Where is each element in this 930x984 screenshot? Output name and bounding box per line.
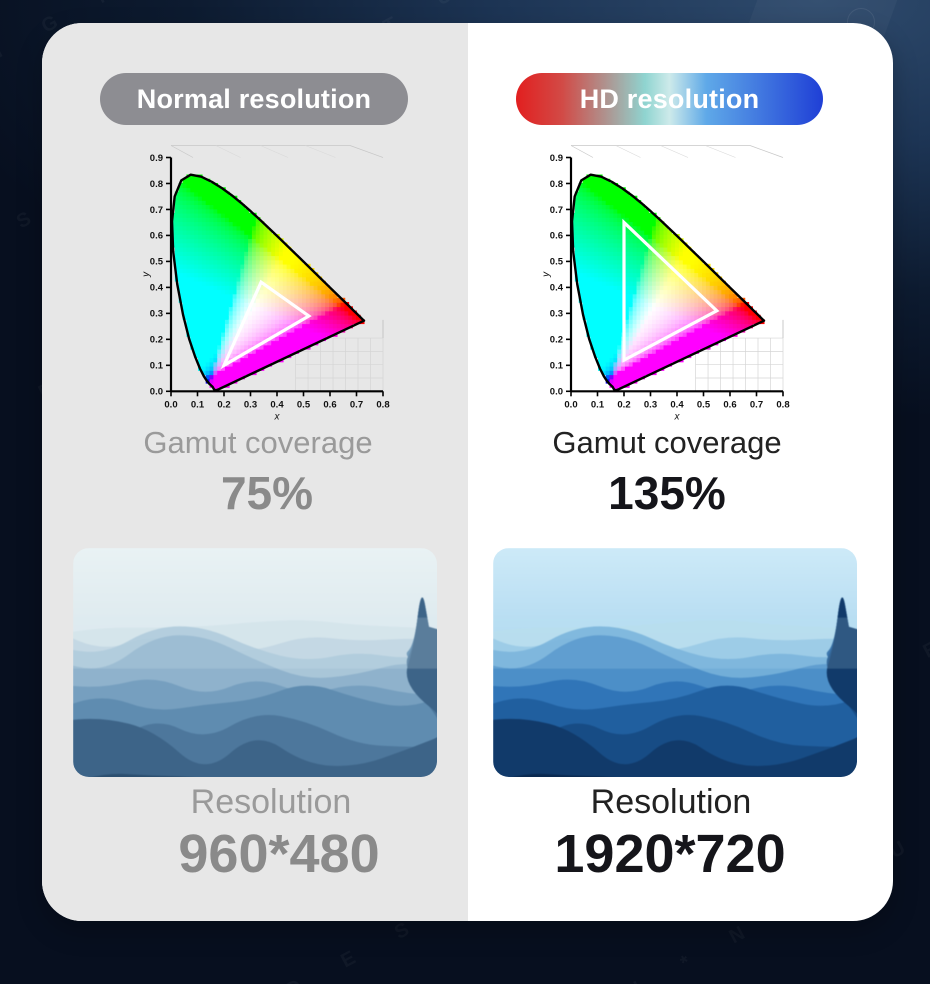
svg-text:0.8: 0.8 <box>550 179 563 190</box>
svg-text:0.5: 0.5 <box>297 399 311 410</box>
svg-text:0.3: 0.3 <box>244 399 257 410</box>
svg-text:0.2: 0.2 <box>617 399 630 410</box>
svg-text:x: x <box>674 411 681 420</box>
svg-text:0.7: 0.7 <box>750 399 763 410</box>
svg-text:0.4: 0.4 <box>670 399 684 410</box>
svg-text:0.3: 0.3 <box>150 309 163 320</box>
svg-text:0.3: 0.3 <box>644 399 657 410</box>
svg-text:0.8: 0.8 <box>376 399 389 410</box>
svg-text:0.6: 0.6 <box>150 231 163 242</box>
svg-text:x: x <box>274 411 281 420</box>
svg-text:0.2: 0.2 <box>217 399 230 410</box>
svg-text:0.7: 0.7 <box>350 399 363 410</box>
svg-text:0.6: 0.6 <box>723 399 736 410</box>
svg-text:0.9: 0.9 <box>150 153 163 164</box>
svg-text:0.1: 0.1 <box>150 361 164 372</box>
svg-text:0.0: 0.0 <box>164 399 177 410</box>
svg-text:0.6: 0.6 <box>550 231 563 242</box>
svg-text:0.0: 0.0 <box>150 387 163 398</box>
svg-text:0.4: 0.4 <box>550 283 564 294</box>
svg-text:0.6: 0.6 <box>323 399 336 410</box>
svg-text:0.7: 0.7 <box>550 205 563 216</box>
svg-text:0.5: 0.5 <box>550 257 564 268</box>
svg-text:0.8: 0.8 <box>150 179 163 190</box>
svg-text:0.1: 0.1 <box>191 399 205 410</box>
svg-text:0.3: 0.3 <box>550 309 563 320</box>
svg-text:y: y <box>541 271 552 278</box>
svg-text:0.5: 0.5 <box>150 257 164 268</box>
svg-text:0.1: 0.1 <box>550 361 564 372</box>
svg-text:0.2: 0.2 <box>550 335 563 346</box>
svg-text:y: y <box>141 271 152 278</box>
svg-text:0.4: 0.4 <box>150 283 164 294</box>
svg-text:0.0: 0.0 <box>550 387 563 398</box>
svg-text:0.1: 0.1 <box>591 399 605 410</box>
svg-text:0.8: 0.8 <box>776 399 789 410</box>
svg-text:0.9: 0.9 <box>550 153 563 164</box>
svg-text:0.5: 0.5 <box>697 399 711 410</box>
svg-text:0.2: 0.2 <box>150 335 163 346</box>
svg-text:0.0: 0.0 <box>564 399 577 410</box>
svg-text:0.4: 0.4 <box>270 399 284 410</box>
svg-text:0.7: 0.7 <box>150 205 163 216</box>
